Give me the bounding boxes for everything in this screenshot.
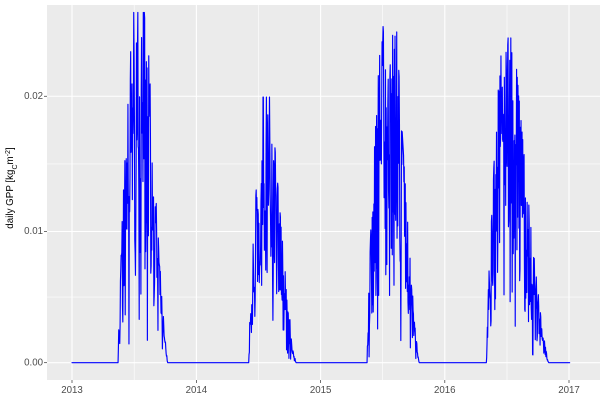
svg-text:2016: 2016 — [434, 385, 456, 396]
svg-text:2017: 2017 — [558, 385, 580, 396]
svg-text:0.01: 0.01 — [24, 226, 43, 237]
svg-text:0.00: 0.00 — [24, 357, 43, 368]
svg-text:daily GPP [kgCm-2]: daily GPP [kgCm-2] — [5, 147, 19, 229]
svg-text:2015: 2015 — [310, 385, 332, 396]
svg-text:0.02: 0.02 — [24, 91, 43, 102]
svg-text:2014: 2014 — [186, 385, 208, 396]
svg-text:2013: 2013 — [61, 385, 83, 396]
